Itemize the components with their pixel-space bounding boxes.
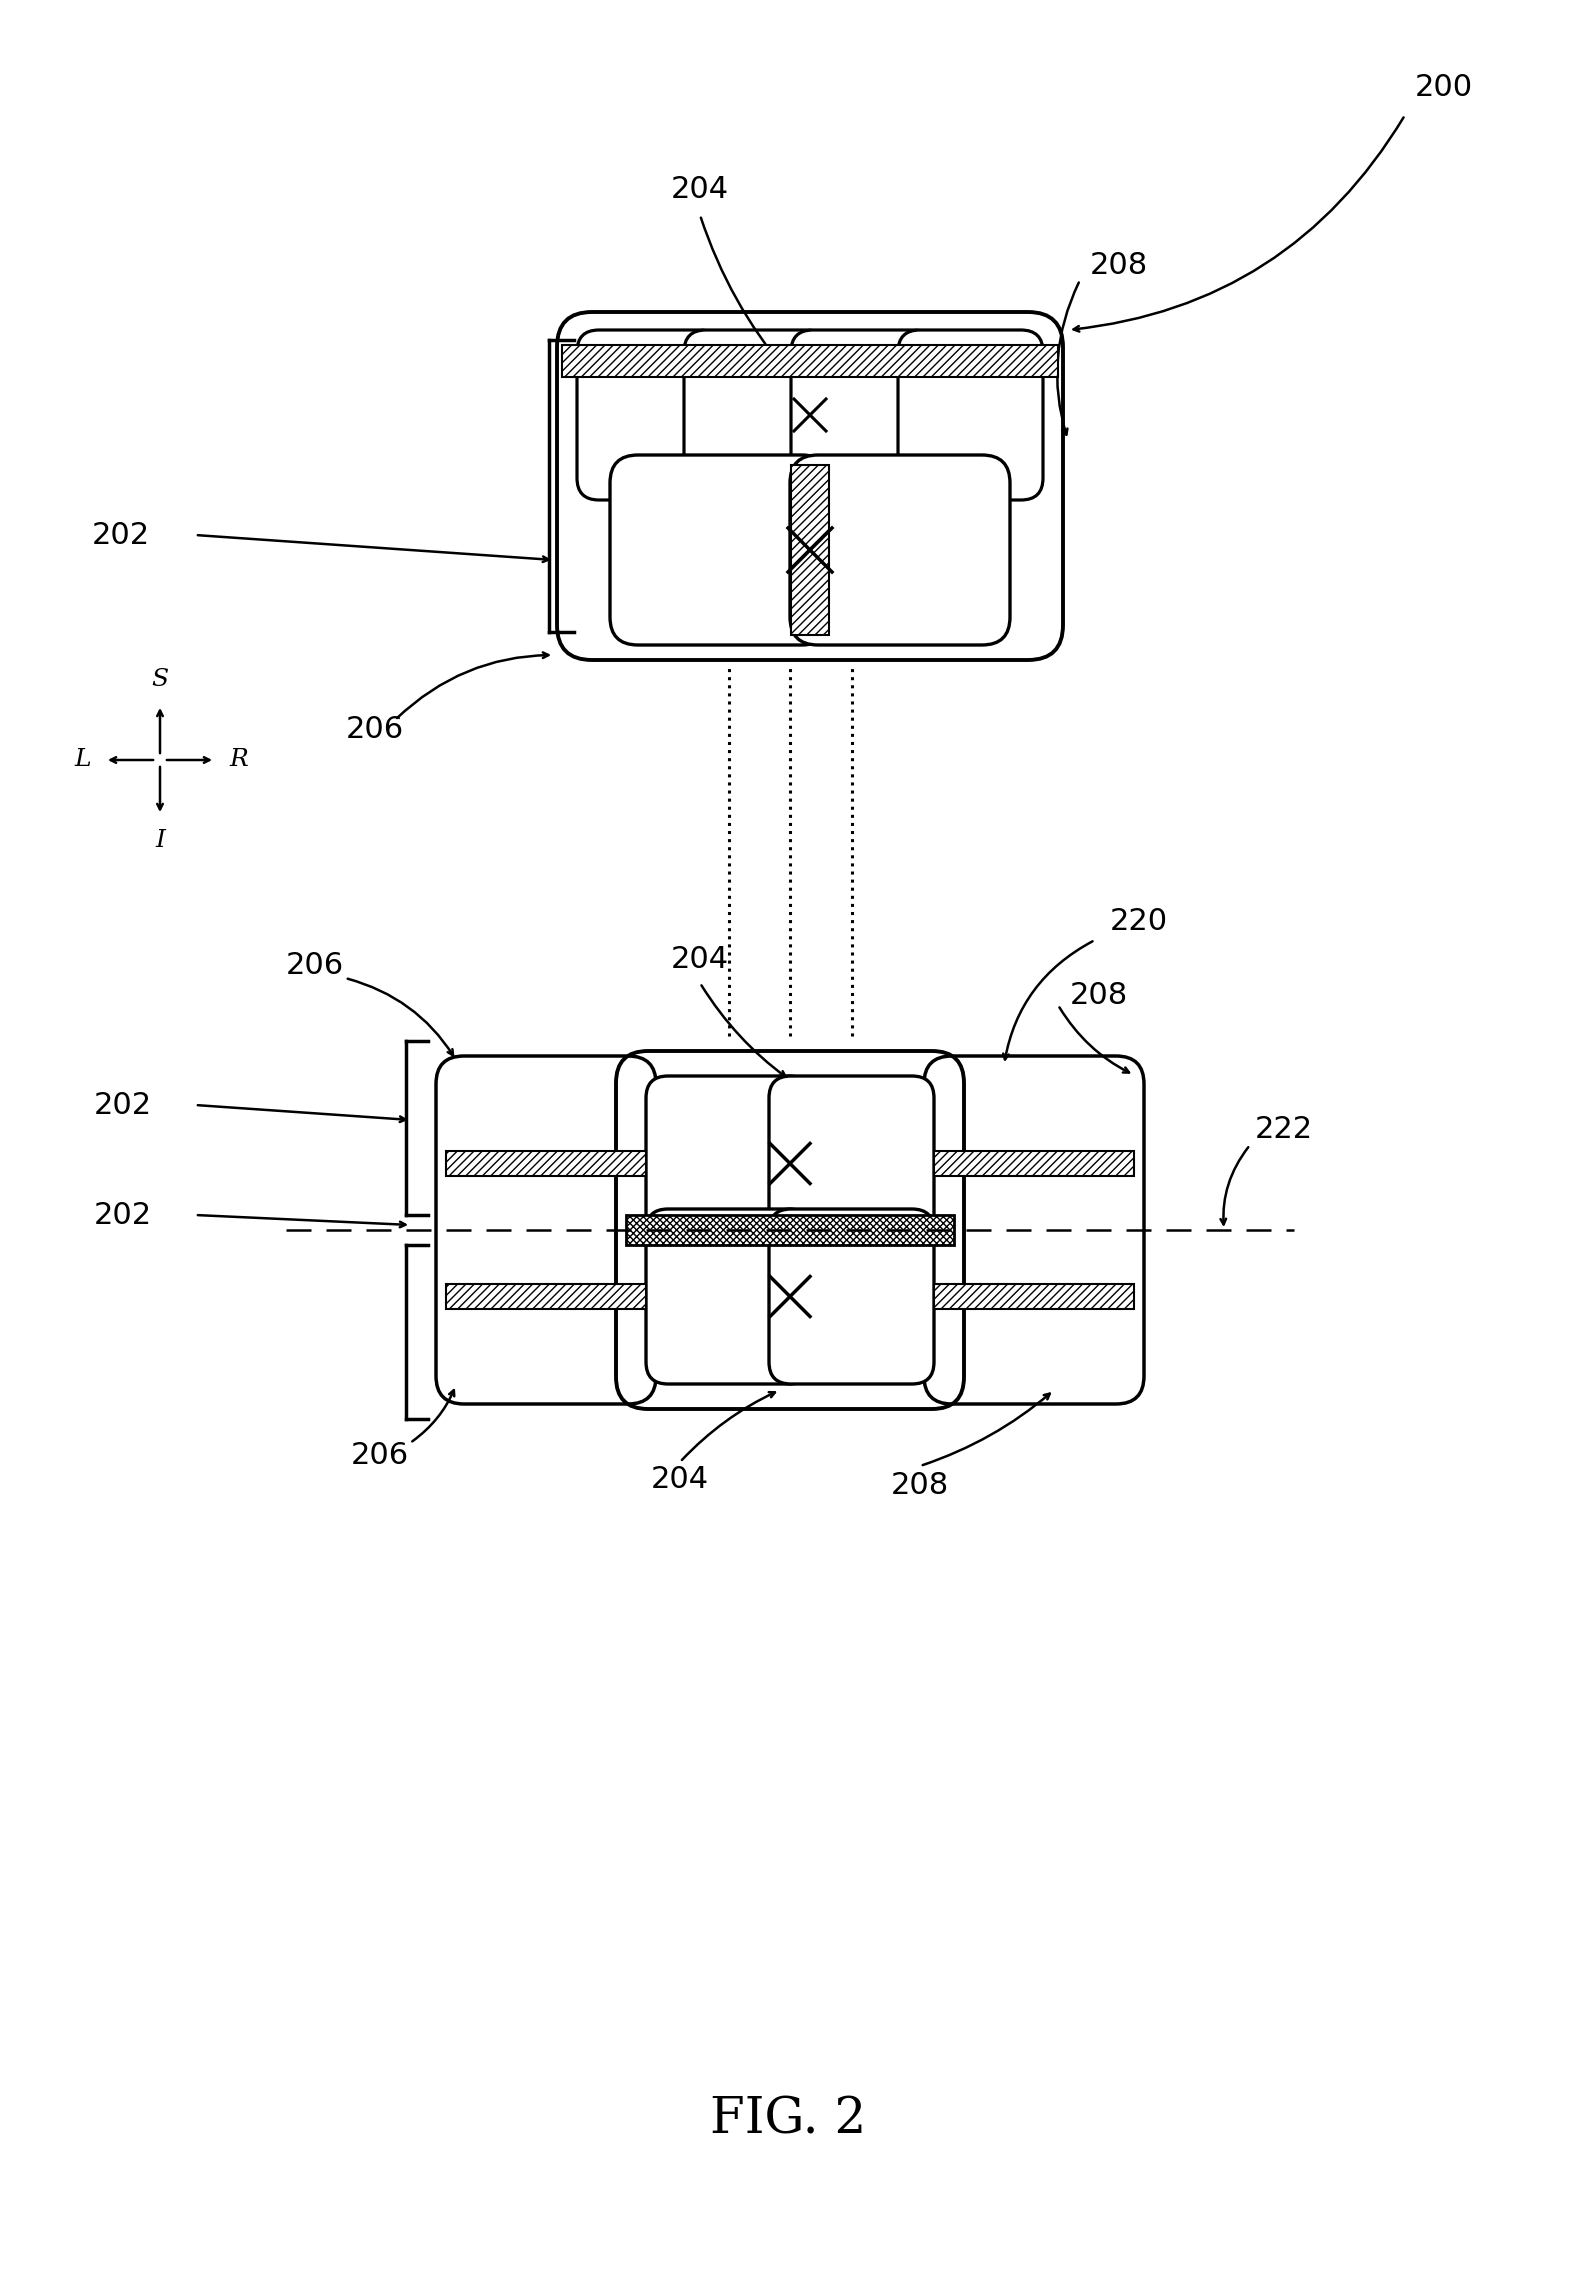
FancyBboxPatch shape <box>684 329 830 500</box>
FancyBboxPatch shape <box>790 455 1009 644</box>
Text: 206: 206 <box>352 1441 408 1469</box>
Bar <box>934 1151 1134 1176</box>
Text: FIG. 2: FIG. 2 <box>710 2094 866 2145</box>
Text: 204: 204 <box>651 1466 710 1494</box>
FancyBboxPatch shape <box>770 1076 934 1252</box>
Bar <box>934 1284 1134 1309</box>
Bar <box>626 1215 954 1245</box>
Text: 204: 204 <box>670 946 729 975</box>
Bar <box>792 466 830 635</box>
Text: 206: 206 <box>345 715 404 745</box>
Text: L: L <box>74 749 91 772</box>
Bar <box>934 1151 1134 1176</box>
Text: 200: 200 <box>1415 73 1473 103</box>
Text: 208: 208 <box>891 1471 949 1501</box>
Text: 208: 208 <box>1090 251 1148 279</box>
Bar <box>446 1284 647 1309</box>
Bar <box>561 345 1058 377</box>
FancyBboxPatch shape <box>435 1055 656 1405</box>
Text: 208: 208 <box>1071 980 1128 1010</box>
Bar <box>446 1151 647 1176</box>
Bar <box>446 1151 647 1176</box>
Text: 222: 222 <box>1255 1115 1314 1144</box>
Text: 202: 202 <box>95 1089 151 1119</box>
FancyBboxPatch shape <box>610 455 830 644</box>
Bar <box>626 1215 954 1245</box>
Bar <box>561 345 1058 377</box>
FancyBboxPatch shape <box>647 1208 811 1384</box>
Text: 220: 220 <box>1110 907 1169 936</box>
Text: 206: 206 <box>285 950 344 980</box>
Text: 204: 204 <box>670 176 729 206</box>
FancyBboxPatch shape <box>924 1055 1143 1405</box>
Text: 202: 202 <box>95 1201 151 1229</box>
FancyBboxPatch shape <box>897 329 1042 500</box>
Bar <box>934 1284 1134 1309</box>
Bar <box>792 466 830 635</box>
FancyBboxPatch shape <box>792 329 937 500</box>
Text: S: S <box>151 667 169 692</box>
Text: I: I <box>155 829 166 852</box>
Text: R: R <box>229 749 248 772</box>
FancyBboxPatch shape <box>770 1208 934 1384</box>
FancyBboxPatch shape <box>647 1076 811 1252</box>
Bar <box>446 1284 647 1309</box>
FancyBboxPatch shape <box>577 329 722 500</box>
Text: 202: 202 <box>91 521 150 550</box>
